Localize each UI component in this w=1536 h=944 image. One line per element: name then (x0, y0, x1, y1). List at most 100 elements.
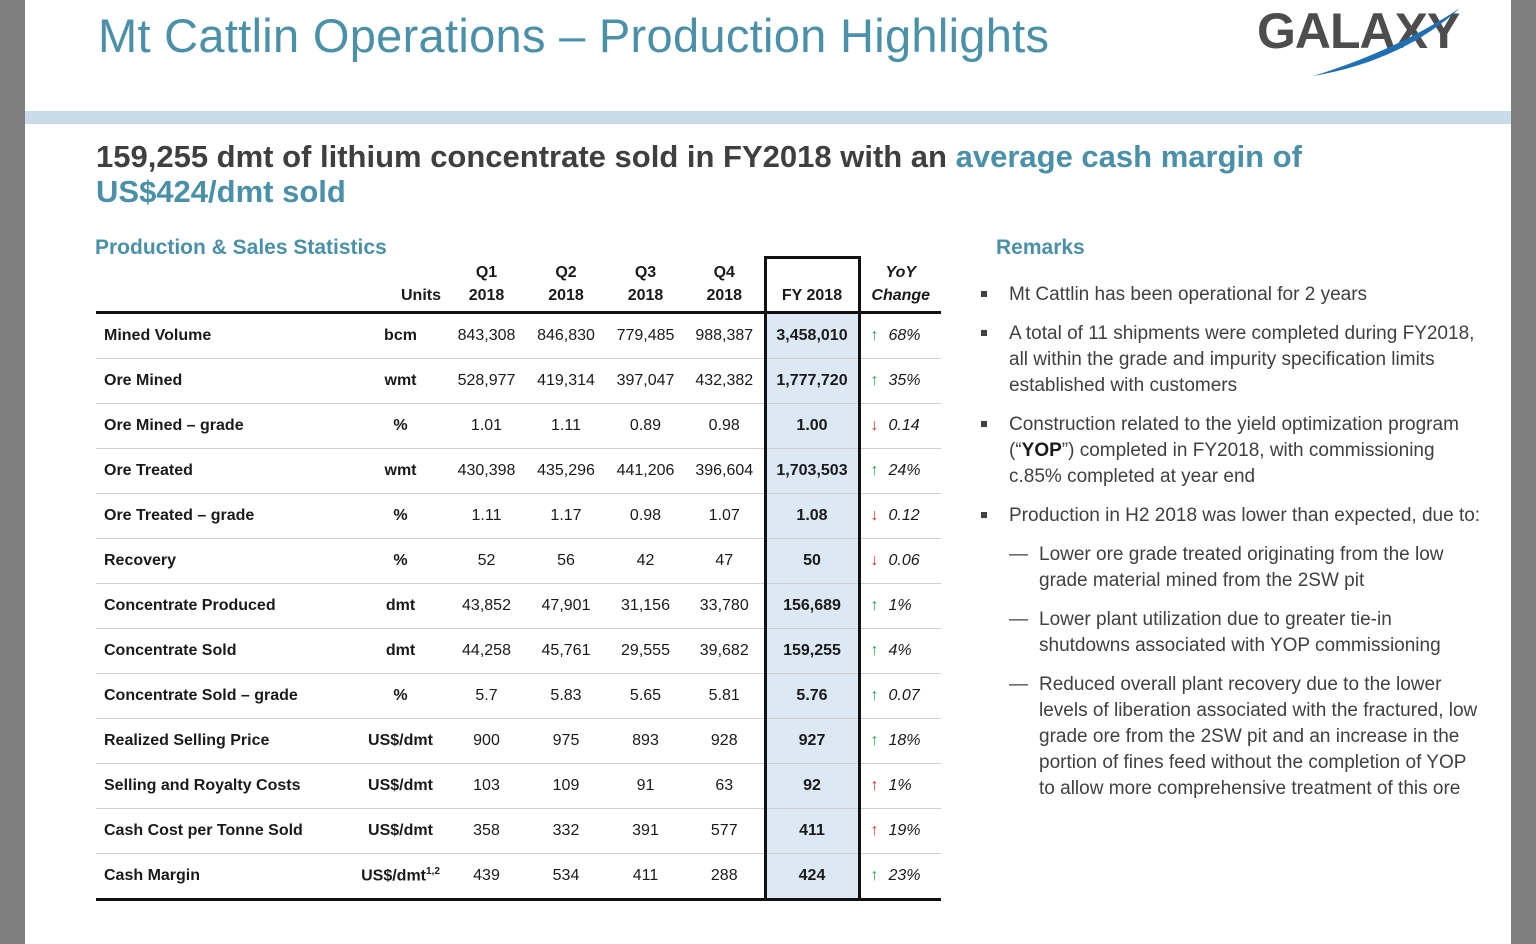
yoy-change-value: ↓ 0.06 (859, 538, 941, 584)
q3-value: 31,156 (606, 583, 685, 629)
arrow-up-icon: ↑ (870, 822, 879, 839)
table-row: Mined Volume bcm 843,308 846,830 779,485 988,… (96, 312, 941, 359)
q2-value: 1.17 (526, 493, 606, 539)
q3-value: 391 (606, 808, 685, 854)
bullet-square-icon (981, 330, 987, 336)
bullet-square-icon (981, 421, 987, 427)
q3-value: 893 (606, 718, 685, 764)
row-label: Ore Treated – grade (96, 493, 354, 539)
header-fy2018: FY 2018 (763, 256, 861, 314)
row-unit: % (354, 403, 447, 449)
page-title: Mt Cattlin Operations – Production Highl… (98, 9, 1050, 62)
yoy-value: 35% (888, 372, 921, 389)
row-unit: US$/dmt (354, 763, 447, 809)
row-unit: US$/dmt1,2 (354, 853, 447, 901)
row-label: Cash Margin (96, 853, 354, 901)
arrow-up-icon: ↑ (870, 372, 879, 389)
q4-value: 5.81 (685, 673, 765, 719)
q1-value: 430,398 (447, 448, 526, 494)
header-q4: Q4 2018 (685, 257, 765, 314)
table-header-row: Units Q1 2018 Q2 2018 Q3 2018 Q4 2018 FY 201… (96, 256, 941, 314)
yoy-value: 4% (888, 642, 912, 659)
arrow-up-icon: ↑ (870, 732, 879, 749)
headline-accent: average cash margin of US$424/dmt sold (96, 139, 1302, 209)
q3-value: 0.89 (606, 403, 685, 449)
headline: 159,255 dmt of lithium concentrate sold … (96, 139, 1396, 209)
q3-value: 42 (606, 538, 685, 584)
q4-value: 33,780 (685, 583, 765, 629)
yoy-value: 24% (888, 462, 921, 479)
q3-value: 29,555 (606, 628, 685, 674)
table-row: Ore Treated – grade% 1.11 1.17 0.98 1.07 1.08… (96, 493, 941, 539)
q4-value: 432,382 (685, 358, 765, 404)
fy2018-value: 50 (763, 538, 861, 584)
table-row: Ore Treated wmt 430,398 435,296 441,206 396,6… (96, 448, 941, 494)
q2-value: 1.11 (526, 403, 606, 449)
row-unit: % (354, 673, 447, 719)
q3-value: 91 (606, 763, 685, 809)
yoy-change-value: ↓ 0.14 (859, 403, 941, 449)
row-unit: bcm (354, 312, 447, 359)
header-q2: Q2 2018 (526, 257, 606, 314)
q1-value: 358 (447, 808, 526, 854)
yoy-value: 0.14 (888, 417, 920, 434)
q1-value: 5.7 (447, 673, 526, 719)
yoy-value: 19% (888, 822, 921, 839)
q2-value: 975 (526, 718, 606, 764)
production-stats-table: Units Q1 2018 Q2 2018 Q3 2018 Q4 2018 FY 201… (96, 256, 941, 901)
row-unit: wmt (354, 448, 447, 494)
table-row: Cash Margin US$/dmt1,2 439 534 411 288 424 ↑ 23% (96, 853, 941, 901)
q4-value: 577 (685, 808, 765, 854)
arrow-down-icon: ↓ (870, 417, 879, 434)
fy2018-value: 156,689 (763, 583, 861, 629)
remark-bullet: Construction related to the yield optimi… (981, 412, 1481, 490)
galaxy-logo: GALAXY (1257, 3, 1461, 76)
q3-value: 779,485 (606, 312, 685, 359)
q4-value: 47 (685, 538, 765, 584)
table-row: Concentrate Sold dmt 44,258 45,761 29,555 39,… (96, 628, 941, 674)
table-row: Concentrate Sold – grade% 5.7 5.83 5.65 5.81… (96, 673, 941, 719)
fy2018-value: 159,255 (763, 628, 861, 674)
row-label: Concentrate Sold (96, 628, 354, 674)
dash-icon: — (1009, 609, 1028, 630)
header-units: Units (354, 257, 447, 314)
q3-value: 411 (606, 853, 685, 901)
q2-value: 846,830 (526, 312, 606, 359)
q4-value: 0.98 (685, 403, 765, 449)
header-q3: Q3 2018 (606, 257, 685, 314)
q1-value: 44,258 (447, 628, 526, 674)
table-row: Cash Cost per Tonne Sold US$/dmt 358 332 391… (96, 808, 941, 854)
q2-value: 56 (526, 538, 606, 584)
table-row: Ore Mined wmt 528,977 419,314 397,047 432,382… (96, 358, 941, 404)
row-label: Ore Mined (96, 358, 354, 404)
remark-sub-item: — Reduced overall plant recovery due to t… (1009, 674, 1478, 799)
remark-sub-item: — Lower ore grade treated originating fro… (1009, 544, 1444, 591)
q3-value: 0.98 (606, 493, 685, 539)
table-row: Ore Mined – grade% 1.01 1.11 0.89 0.98 1.00 ↓ 0… (96, 403, 941, 449)
q1-value: 439 (447, 853, 526, 901)
row-unit: dmt (354, 628, 447, 674)
q4-value: 928 (685, 718, 765, 764)
row-label: Concentrate Produced (96, 583, 354, 629)
yoy-change-value: ↑ 24% (859, 448, 941, 494)
q4-value: 1.07 (685, 493, 765, 539)
fy2018-value: 1.00 (763, 403, 861, 449)
fy2018-value: 5.76 (763, 673, 861, 719)
table-row: Concentrate Produced dmt 43,852 47,901 31,15… (96, 583, 941, 629)
remark-sub-item: — Lower plant utilization due to greater … (1009, 609, 1441, 656)
row-label: Selling and Royalty Costs (96, 763, 354, 809)
yoy-change-value: ↓ 0.12 (859, 493, 941, 539)
yoy-value: 0.07 (888, 687, 920, 704)
yoy-change-value: ↑ 4% (859, 628, 941, 674)
q2-value: 109 (526, 763, 606, 809)
row-unit: US$/dmt (354, 718, 447, 764)
yoy-change-value: ↑ 35% (859, 358, 941, 404)
q2-value: 534 (526, 853, 606, 901)
yoy-change-value: ↑ 23% (859, 853, 941, 901)
row-unit: wmt (354, 358, 447, 404)
header-blank (96, 257, 354, 314)
arrow-up-icon: ↑ (870, 462, 879, 479)
q4-value: 288 (685, 853, 765, 901)
yoy-change-value: ↑ 1% (859, 763, 941, 809)
row-unit: US$/dmt (354, 808, 447, 854)
